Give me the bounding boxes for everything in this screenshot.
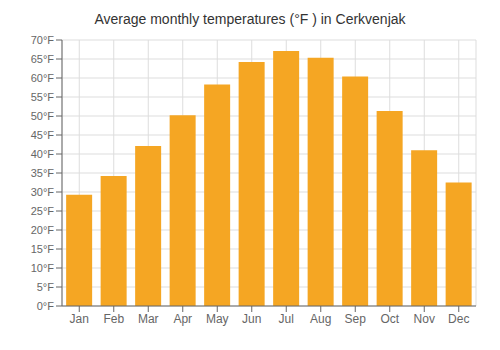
svg-text:Oct: Oct — [380, 312, 399, 326]
svg-text:50°F: 50°F — [31, 110, 55, 122]
svg-text:Feb: Feb — [103, 312, 124, 326]
svg-text:35°F: 35°F — [31, 167, 55, 179]
svg-text:65°F: 65°F — [31, 53, 55, 65]
svg-text:55°F: 55°F — [31, 91, 55, 103]
svg-text:Aug: Aug — [310, 312, 331, 326]
svg-text:Dec: Dec — [448, 312, 469, 326]
svg-text:45°F: 45°F — [31, 129, 55, 141]
svg-text:Nov: Nov — [414, 312, 435, 326]
svg-text:Apr: Apr — [173, 312, 192, 326]
svg-text:15°F: 15°F — [31, 243, 55, 255]
svg-text:10°F: 10°F — [31, 262, 55, 274]
svg-text:Jan: Jan — [70, 312, 89, 326]
svg-text:Mar: Mar — [138, 312, 159, 326]
svg-text:30°F: 30°F — [31, 186, 55, 198]
html-text:Average monthly temperatures (: Average monthly temperatures (°F ) in Ce… — [94, 11, 406, 27]
svg-text:25°F: 25°F — [31, 205, 55, 217]
svg-text:May: May — [206, 312, 229, 326]
svg-text:0°F: 0°F — [37, 300, 55, 312]
svg-text:Jun: Jun — [242, 312, 261, 326]
svg-text:20°F: 20°F — [31, 224, 55, 236]
svg-text:Sep: Sep — [345, 312, 367, 326]
svg-text:Jul: Jul — [279, 312, 294, 326]
svg-text:60°F: 60°F — [31, 72, 55, 84]
svg-text:40°F: 40°F — [31, 148, 55, 160]
svg-text:5°F: 5°F — [37, 281, 55, 293]
svg-text:70°F: 70°F — [31, 34, 55, 46]
